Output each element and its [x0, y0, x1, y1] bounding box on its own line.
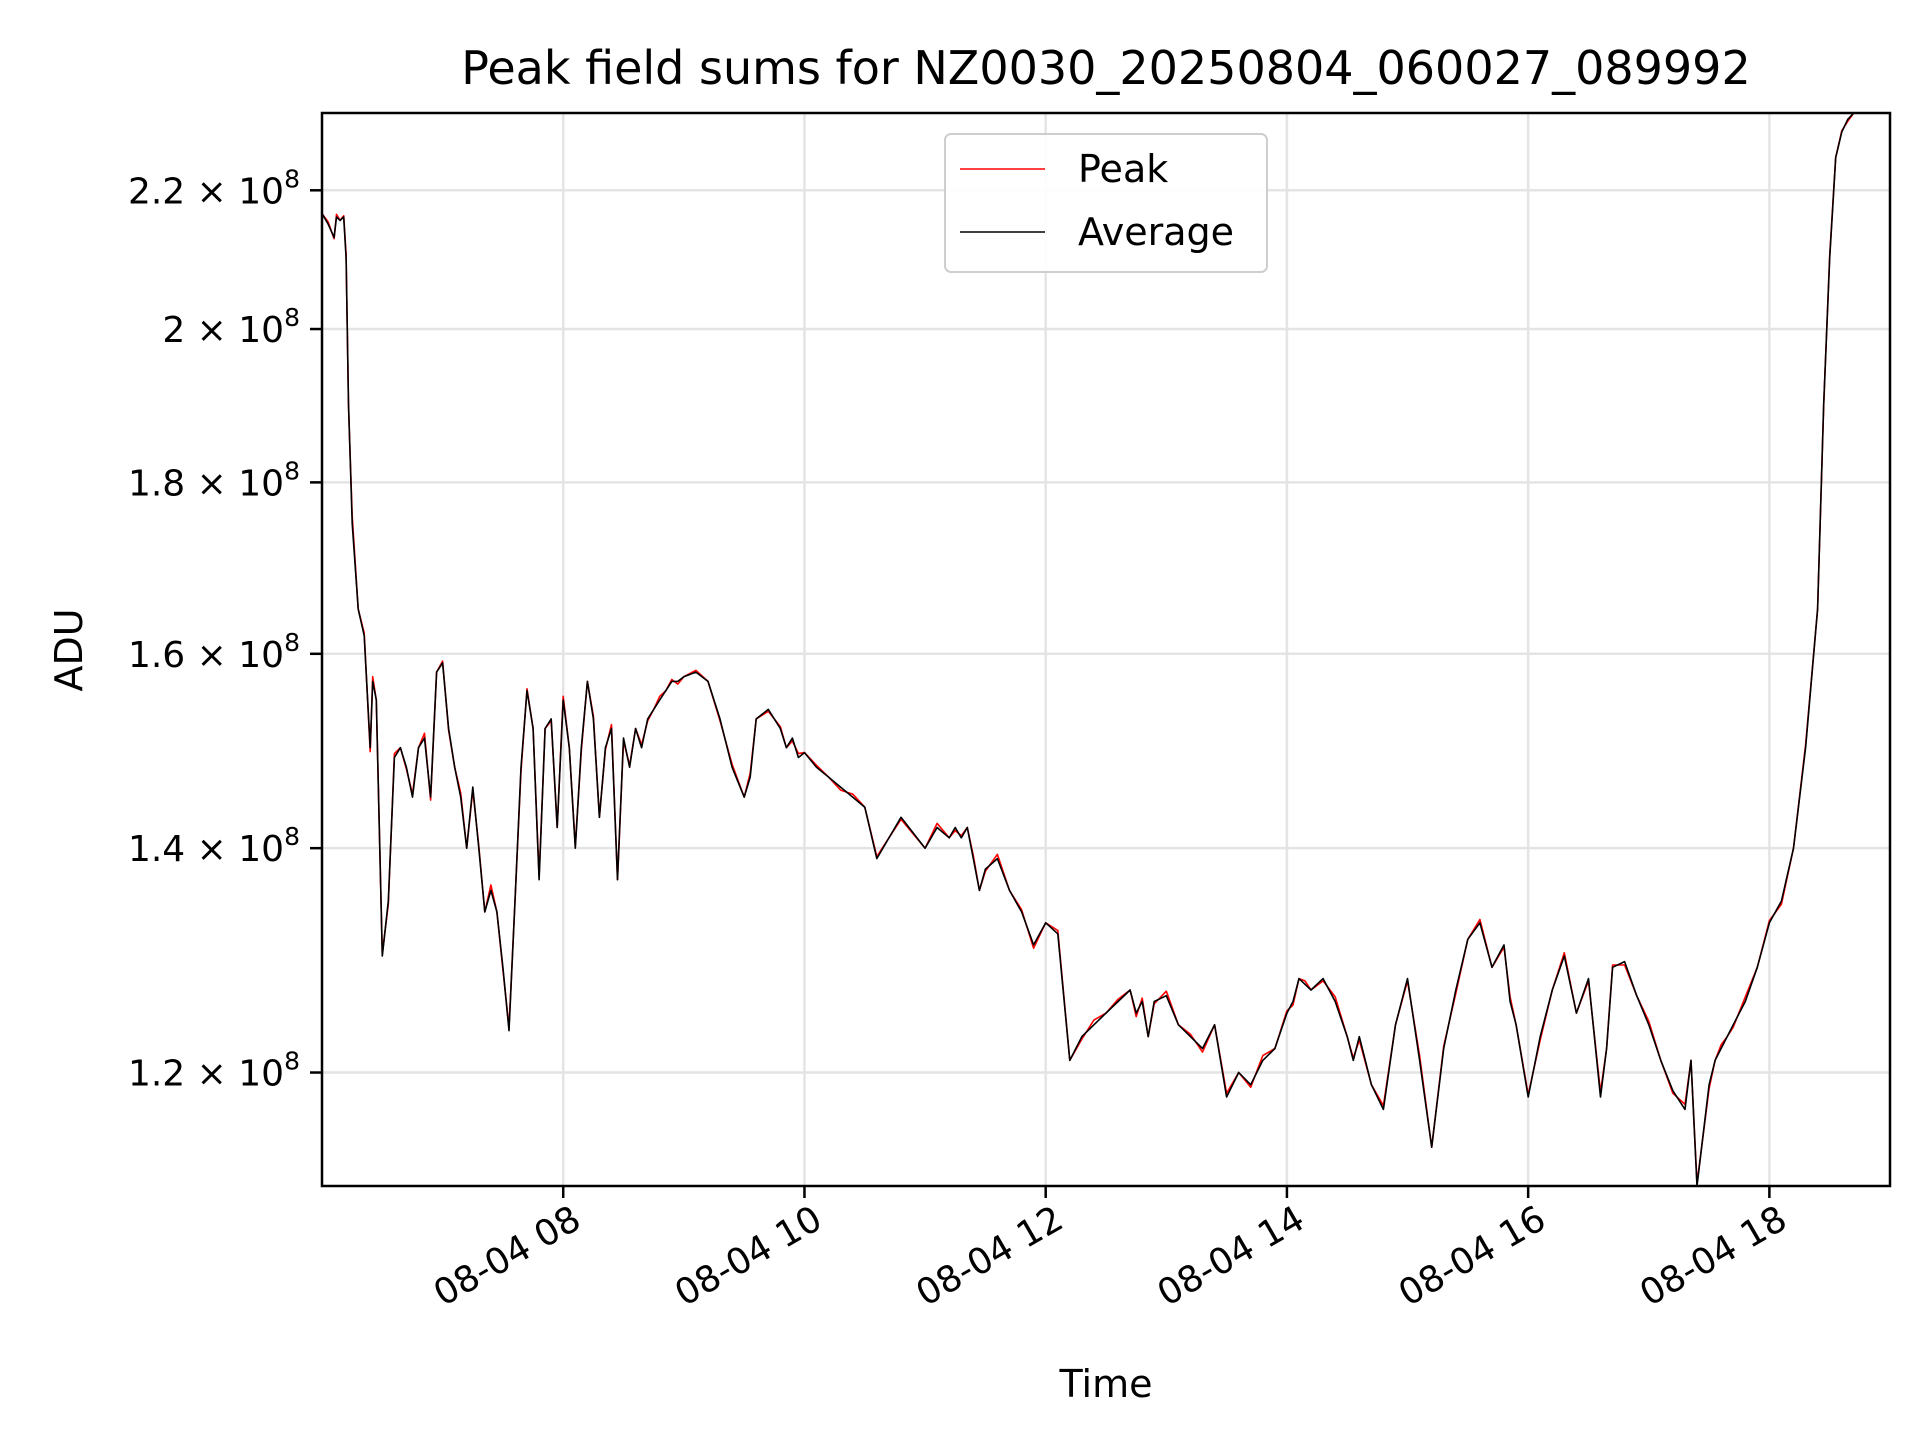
y-axis-label: ADU — [47, 608, 91, 691]
legend-label-peak: Peak — [1078, 147, 1168, 191]
y-tick-exponent: 8 — [284, 628, 300, 657]
y-tick-label: 1.6 × 108 — [128, 628, 300, 676]
series-average-line — [322, 113, 1855, 1186]
y-tick-mantissa: 2.2 — [128, 171, 185, 212]
y-tick-label: 1.8 × 108 — [128, 456, 300, 504]
chart-title: Peak field sums for NZ0030_20250804_0600… — [461, 41, 1750, 95]
y-axis: 1.2 × 108 1.4 × 108 1.6 × 108 1.8 × 108 2 × … — [128, 164, 322, 1095]
y-tick-mantissa: 2 — [162, 310, 185, 351]
grid — [322, 113, 1890, 1186]
y-tick-exponent: 8 — [284, 822, 300, 851]
x-tick-label: 08-04 08 — [427, 1198, 588, 1314]
y-tick-exponent: 8 — [284, 164, 300, 193]
y-tick-exponent: 8 — [284, 456, 300, 485]
x-tick-label: 08-04 18 — [1633, 1198, 1794, 1314]
y-tick-mantissa: 1.6 — [128, 635, 185, 676]
x-tick-label: 08-04 14 — [1151, 1198, 1312, 1314]
y-tick-exponent: 8 — [284, 303, 300, 332]
y-tick-base: 10 — [238, 1054, 284, 1095]
y-tick-label: 1.4 × 108 — [128, 822, 300, 870]
plot-frame — [320, 111, 1892, 1188]
x-tick-label: 08-04 12 — [910, 1198, 1071, 1314]
y-tick-base: 10 — [238, 310, 284, 351]
y-tick-base: 10 — [238, 829, 284, 870]
y-tick-mantissa: 1.8 — [128, 463, 185, 504]
x-tick-label: 08-04 10 — [668, 1198, 829, 1314]
y-tick-exponent: 8 — [284, 1047, 300, 1076]
y-tick-base: 10 — [238, 635, 284, 676]
y-tick-label: 2 × 108 — [162, 303, 300, 351]
y-tick-base: 10 — [238, 171, 284, 212]
y-tick-label: 1.2 × 108 — [128, 1047, 300, 1095]
legend-label-average: Average — [1078, 210, 1234, 254]
y-tick-mantissa: 1.2 — [128, 1054, 185, 1095]
x-tick-label: 08-04 16 — [1392, 1198, 1553, 1314]
y-tick-mantissa: 1.4 — [128, 829, 185, 870]
legend: Peak Average — [944, 133, 1268, 273]
x-axis: 08-04 08 08-04 10 08-04 12 08-04 14 08-04 16… — [427, 1186, 1794, 1315]
x-axis-label: Time — [1059, 1362, 1153, 1406]
series-peak-line — [322, 113, 1855, 1185]
y-tick-base: 10 — [238, 463, 284, 504]
y-tick-label: 2.2 × 108 — [128, 164, 300, 212]
series-layer — [322, 113, 1855, 1186]
